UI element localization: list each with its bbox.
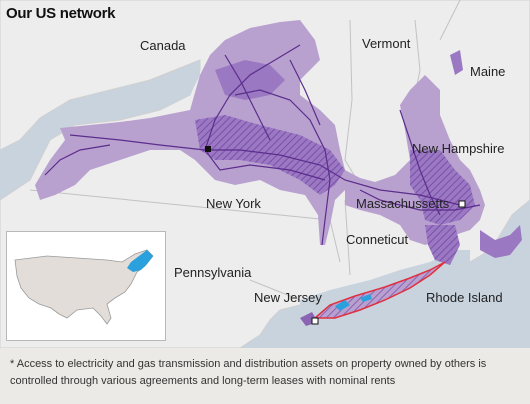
capital-marker-icon xyxy=(205,146,211,152)
label-connecticut: Conneticut xyxy=(346,232,409,247)
long-island-blue xyxy=(335,300,350,311)
lake-erie xyxy=(0,128,45,195)
ocean-south xyxy=(300,250,470,305)
inset-highlight xyxy=(127,250,153,272)
label-maine: Maine xyxy=(470,64,506,79)
map-title: Our US network xyxy=(6,5,116,22)
us-outline xyxy=(14,249,154,325)
label-pennsylvania: Pennsylvania xyxy=(174,265,252,280)
label-new-jersey: New Jersey xyxy=(254,290,322,305)
city-marker-icon xyxy=(311,317,319,325)
vermont-strip xyxy=(450,50,463,75)
city-marker-icon xyxy=(458,200,466,208)
label-rhode-island: Rhode Island xyxy=(426,290,503,305)
ny-north-dark xyxy=(215,60,285,100)
cape-cod xyxy=(480,225,522,258)
footnote: * Access to electricity and gas transmis… xyxy=(0,348,530,404)
label-massachusetts: Massachussetts xyxy=(356,196,450,211)
label-new-york: New York xyxy=(206,196,261,211)
label-new-hampshire: New Hampshire xyxy=(412,141,505,156)
long-island-blue-2 xyxy=(360,294,372,302)
label-vermont: Vermont xyxy=(362,36,411,51)
network-lines xyxy=(44,44,481,246)
lake-ontario xyxy=(60,62,200,128)
ct-hatched xyxy=(425,225,460,265)
label-canada: Canada xyxy=(140,38,186,53)
us-inset-map xyxy=(6,231,166,341)
